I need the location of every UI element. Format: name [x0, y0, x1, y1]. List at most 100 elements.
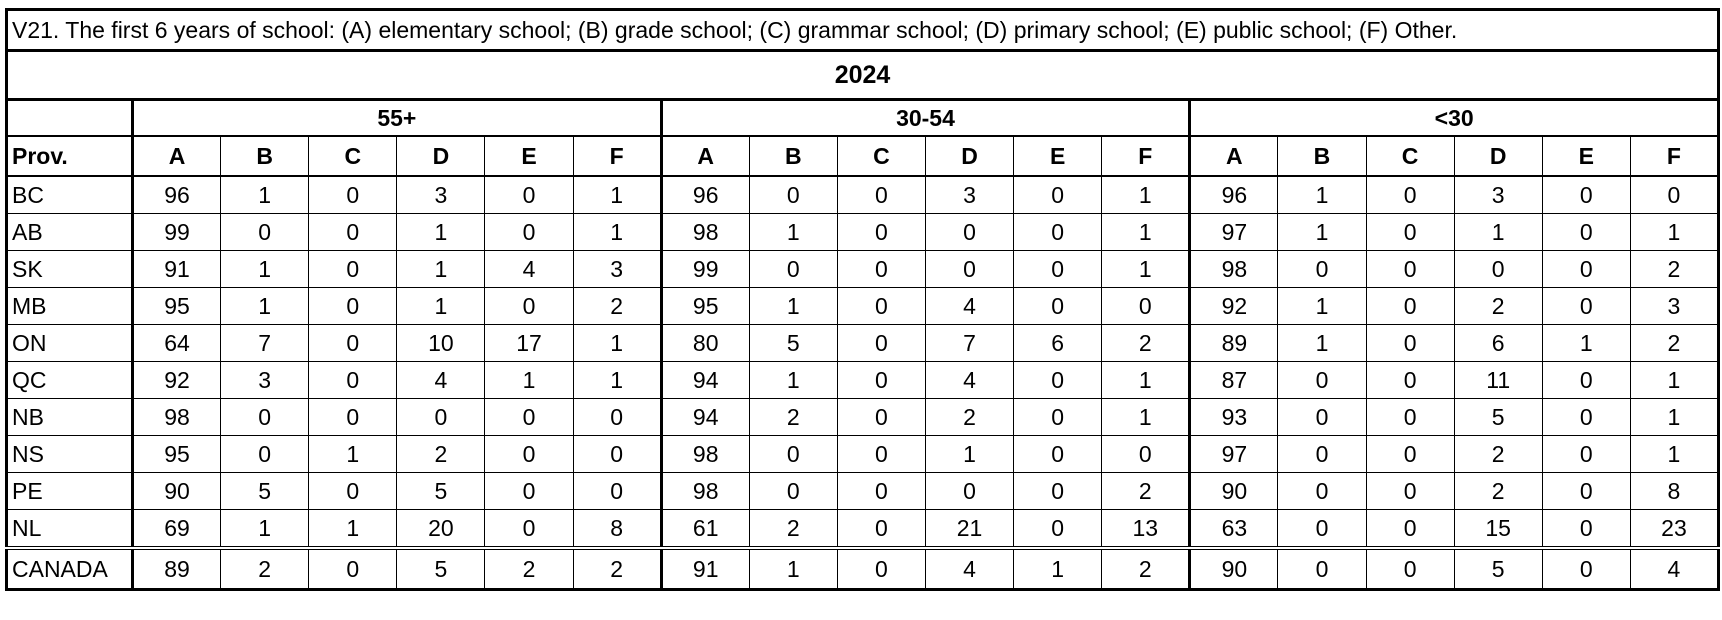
value-cell: 1 [308, 509, 398, 549]
value-cell: 2 [220, 546, 310, 590]
value-cell: 0 [1541, 361, 1631, 399]
value-cell: 0 [836, 213, 926, 251]
title-row: V21. The first 6 years of school: (A) el… [5, 9, 1720, 52]
value-cell: 0 [484, 472, 574, 510]
value-cell: 2 [924, 398, 1015, 436]
value-cell: 0 [308, 324, 398, 362]
value-cell: 2 [484, 546, 574, 590]
value-cell: 0 [1541, 435, 1631, 473]
value-cell: 90 [1188, 472, 1279, 510]
value-cell: 7 [220, 324, 310, 362]
value-cell: 90 [130, 472, 222, 510]
value-cell: 0 [924, 213, 1015, 251]
value-cell: 0 [836, 398, 926, 436]
value-cell: 0 [1277, 361, 1367, 399]
province-label: NL [6, 509, 133, 549]
value-cell: 1 [396, 213, 486, 251]
value-cell: 95 [659, 287, 750, 325]
data-row: NS 95 0 1 2 0 0 98 0 0 1 0 0 97 0 0 2 0 1 [6, 435, 1720, 473]
province-label: SK [6, 250, 133, 288]
value-cell: 1 [748, 361, 838, 399]
value-cell: 98 [659, 213, 750, 251]
value-cell: 2 [572, 287, 662, 325]
value-cell: 3 [1453, 175, 1543, 214]
value-cell: 97 [1188, 213, 1279, 251]
province-label: AB [6, 213, 133, 251]
value-cell: 6 [1013, 324, 1103, 362]
value-cell: 7 [924, 324, 1015, 362]
value-cell: 2 [1101, 546, 1191, 590]
value-cell: 1 [220, 287, 310, 325]
column-header: F [1629, 135, 1720, 177]
value-cell: 1 [1277, 324, 1367, 362]
value-cell: 87 [1188, 361, 1279, 399]
value-cell: 2 [748, 398, 838, 436]
value-cell: 1 [572, 324, 662, 362]
value-cell: 0 [1365, 287, 1455, 325]
value-cell: 0 [1365, 324, 1455, 362]
data-row: BC 96 1 0 3 0 1 96 0 0 3 0 1 96 1 0 3 0 0 [6, 175, 1720, 214]
data-row: MB 95 1 0 1 0 2 95 1 0 4 0 0 92 1 0 2 0 3 [6, 287, 1720, 325]
value-cell: 0 [1277, 472, 1367, 510]
value-cell: 0 [1013, 435, 1103, 473]
value-cell: 0 [220, 398, 310, 436]
value-cell: 0 [1365, 546, 1455, 590]
value-cell: 0 [748, 472, 838, 510]
province-label: NS [6, 435, 133, 473]
value-cell: 0 [1013, 361, 1103, 399]
value-cell: 10 [396, 324, 486, 362]
value-cell: 0 [1629, 175, 1720, 214]
value-cell: 3 [924, 175, 1015, 214]
value-cell: 1 [484, 361, 574, 399]
value-cell: 94 [659, 398, 750, 436]
value-cell: 0 [1013, 509, 1103, 549]
value-cell: 0 [1541, 287, 1631, 325]
value-cell: 1 [1101, 213, 1191, 251]
value-cell: 4 [396, 361, 486, 399]
value-cell: 5 [396, 546, 486, 590]
value-cell: 5 [1453, 398, 1543, 436]
value-cell: 1 [220, 250, 310, 288]
value-cell: 2 [1101, 324, 1191, 362]
value-cell: 91 [659, 546, 750, 590]
value-cell: 0 [484, 213, 574, 251]
province-label: MB [6, 287, 133, 325]
value-cell: 0 [1541, 213, 1631, 251]
value-cell: 0 [1541, 398, 1631, 436]
value-cell: 0 [836, 324, 926, 362]
value-cell: 0 [1277, 250, 1367, 288]
value-cell: 1 [308, 435, 398, 473]
value-cell: 0 [1365, 175, 1455, 214]
year-row: 2024 [5, 50, 1720, 101]
value-cell: 0 [1365, 398, 1455, 436]
value-cell: 0 [1013, 398, 1103, 436]
value-cell: 0 [308, 213, 398, 251]
value-cell: 0 [308, 398, 398, 436]
value-cell: 17 [484, 324, 574, 362]
value-cell: 1 [1277, 175, 1367, 214]
value-cell: 0 [836, 175, 926, 214]
value-cell: 61 [659, 509, 750, 549]
value-cell: 0 [484, 509, 574, 549]
value-cell: 1 [748, 546, 838, 590]
value-cell: 0 [836, 435, 926, 473]
value-cell: 0 [1541, 175, 1631, 214]
value-cell: 0 [308, 472, 398, 510]
value-cell: 3 [396, 175, 486, 214]
value-cell: 96 [130, 175, 222, 214]
value-cell: 1 [396, 250, 486, 288]
value-cell: 63 [1188, 509, 1279, 549]
value-cell: 0 [308, 287, 398, 325]
value-cell: 1 [1277, 287, 1367, 325]
data-row: NB 98 0 0 0 0 0 94 2 0 2 0 1 93 0 0 5 0 1 [6, 398, 1720, 436]
value-cell: 0 [1365, 472, 1455, 510]
value-cell: 64 [130, 324, 222, 362]
value-cell: 0 [836, 472, 926, 510]
value-cell: 0 [1365, 509, 1455, 549]
group-header: 55+ [131, 99, 662, 137]
data-row: ON 64 7 0 10 17 1 80 5 0 7 6 2 89 1 0 6 1 2 [6, 324, 1720, 362]
value-cell: 91 [130, 250, 222, 288]
value-cell: 1 [572, 213, 662, 251]
group-header: <30 [1188, 99, 1720, 137]
column-header: A [130, 135, 222, 177]
